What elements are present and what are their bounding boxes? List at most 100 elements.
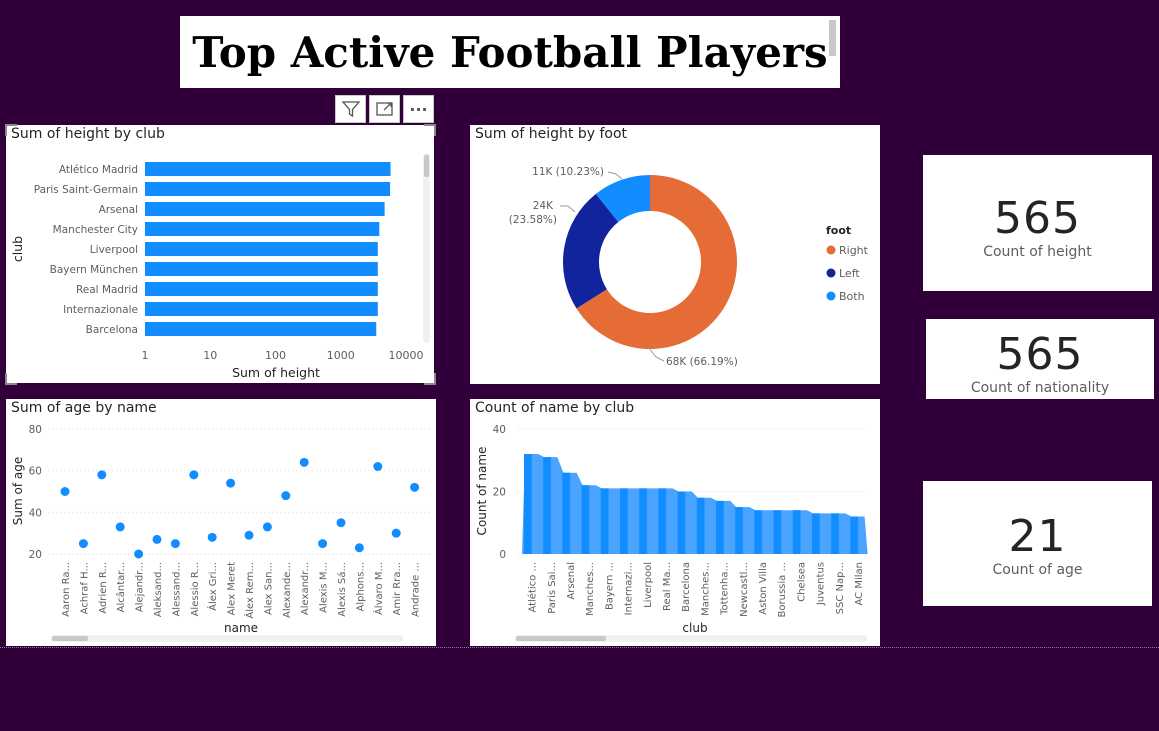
bar-category-label: Real Madrid [76,284,138,296]
scatter-chart-panel[interactable]: Sum of age by name 20 40 60 80 Aaron Ra... Ac… [6,399,436,646]
area-segment [600,488,609,554]
x-tick-label: Bayern ... [604,562,615,610]
x-tick-label: Manches... [700,562,711,616]
report-title: Top Active Football Players [192,27,828,77]
area-segment [831,513,839,554]
bar [145,322,377,336]
bar [145,262,378,276]
bar-category-label: Arsenal [99,204,138,216]
x-tick-label: Adrien R... [98,562,109,614]
scatter-point [318,539,328,549]
slice-data-label: 68K (66.19%) [666,356,738,368]
legend-title: foot [826,224,851,237]
x-tick-label: Arsenal [566,562,577,600]
scatter-point [336,518,346,528]
area-segment [696,497,705,554]
x-tick-label: Alex San... [263,562,274,615]
scatter-point [170,539,180,549]
bar-chart-title: Sum of height by club [11,126,165,142]
more-options-icon: ··· [409,99,428,119]
scrollbar-track [51,635,403,642]
slice-data-label: 24K [533,200,554,212]
x-tick-label: Barcelona [681,562,692,612]
x-tick-label: Alexande... [282,562,293,618]
legend-entry: Both [839,290,865,303]
bar-category-label: Manchester City [53,224,138,236]
bar-chart-panel[interactable]: Sum of height by club Atlético Madrid Par… [6,125,434,383]
scatter-point [262,522,272,532]
area-segment [773,510,782,554]
area-segment [543,457,551,554]
x-tick-label: 10 [203,349,217,362]
visual-header-toolbar: ··· [335,95,434,123]
leader-line [607,171,623,180]
scatter-point [226,478,236,488]
y-tick-label: 40 [29,507,42,519]
focus-corner [5,124,17,136]
bar [145,162,391,176]
y-axis-title: club [10,236,25,262]
count-height-value: 565 [994,193,1081,244]
x-tick-label: Paris Sai... [547,562,558,614]
area-segment [581,485,590,554]
x-tick-label: Alex Meret [227,562,238,616]
x-tick-label: 1 [142,349,149,362]
x-tick-label: Álvaro M... [372,562,385,615]
x-tick-label: Internazi... [624,562,635,615]
donut-chart-svg: 11K (10.23%) 24K (23.58%) 68K (66.19%) foot R… [509,166,869,368]
x-tick-label: Tottenha... [720,562,731,616]
scrollbar-thumb [516,636,606,641]
y-tick-label: 20 [493,487,506,499]
area-chart-title: Count of name by club [475,400,635,416]
x-tick-label: Álex Rem... [243,562,256,619]
scatter-point [299,457,309,467]
more-options-button[interactable]: ··· [403,95,434,123]
x-tick-label: SSC Nap... [835,562,846,614]
filter-button[interactable] [335,95,366,123]
x-tick-label: Alejandr... [135,562,146,612]
scatter-point [152,534,162,544]
count-nationality-card[interactable]: 565 Count of nationality [926,319,1154,399]
area-chart-panel[interactable]: Count of name by club 0 20 40 Atlético ... P… [470,399,880,646]
donut-chart-panel[interactable]: Sum of height by foot 11K (10.23%) 24K (23… [470,125,880,384]
bar-category-label: Barcelona [86,324,138,336]
x-tick-label: Alessio R... [190,562,201,616]
count-age-label: Count of age [992,562,1083,578]
count-age-card[interactable]: 21 Count of age [923,481,1152,606]
focus-mode-button[interactable] [369,95,400,123]
x-tick-label: Aaron Ra... [61,562,72,617]
x-tick-label: Manches... [585,562,596,616]
legend-marker [826,245,836,255]
legend-marker [826,291,836,301]
focus-corner [424,373,436,385]
area-segment [677,491,686,554]
count-height-card[interactable]: 565 Count of height [923,155,1152,291]
area-segment [754,510,763,554]
x-tick-label: Alexis M... [319,562,330,613]
donut-slice [595,175,650,223]
area-segment [716,500,724,554]
x-tick-label: Atlético ... [527,562,539,613]
title-scrollbar[interactable] [829,20,836,56]
scatter-point [78,539,88,549]
scatter-chart-svg: 20 40 60 80 Aaron Ra... Achraf H... Adrien R..… [11,424,431,642]
legend-marker [826,268,836,278]
leader-line [647,346,665,362]
focus-corner [424,124,436,136]
focus-corner [5,373,17,385]
x-tick-label: Andrade ... [411,562,422,617]
area-segment [658,488,667,554]
bar-category-label: Bayern München [50,264,138,276]
bar [145,302,378,316]
area-segment [735,507,743,554]
donut-slice [576,175,737,350]
x-tick-label: Alexandr... [300,562,311,615]
scatter-point [391,528,401,538]
scatter-point [97,470,107,480]
page-divider [0,647,1159,648]
legend-entry: Right [839,244,869,257]
x-tick-label: Amir Rra... [392,562,403,615]
scatter-point [354,543,364,553]
x-axis-title: club [682,621,707,635]
donut-chart-title: Sum of height by foot [475,126,628,142]
